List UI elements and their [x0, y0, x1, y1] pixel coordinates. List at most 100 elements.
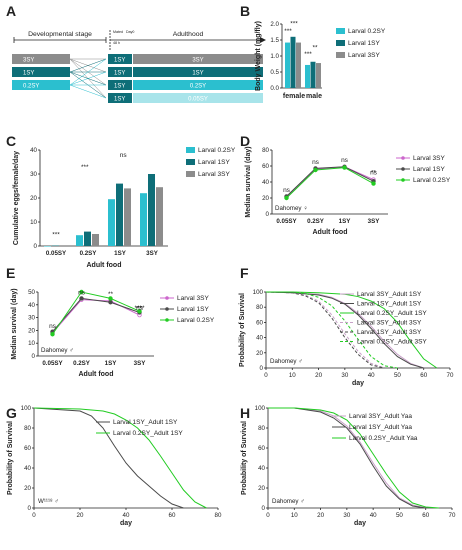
y-tick-label: 0 [28, 505, 32, 512]
sig-label: ** [137, 305, 143, 312]
adult-left-label: 1SY [114, 71, 125, 77]
bar [60, 245, 67, 246]
adult-0-05sy-bar [133, 93, 263, 103]
adult-0-2sy-bar [133, 80, 263, 90]
y-tick-label: 10 [28, 340, 35, 347]
panel-d-letter: D [240, 133, 250, 149]
sig-label: *** [284, 28, 292, 35]
y-axis-label: Probability of Survival [239, 293, 246, 367]
category-label: 0.05SY [276, 218, 297, 225]
legend-marker [401, 178, 405, 182]
chart-f: 0 20 40 60 80 100 Probability of Survival day 0 1… [239, 289, 454, 387]
x-axis-label: day [120, 520, 132, 527]
legend-label: Larval 3SY [198, 171, 230, 178]
sig-label: *** [304, 51, 312, 58]
sig-label: ** [312, 45, 318, 52]
bar [108, 199, 115, 246]
legend-label: Larval 3SY [177, 295, 209, 302]
y-tick-label: 20 [28, 327, 35, 334]
legend-label: Larval 3SY_Adult 1SY [357, 291, 422, 298]
data-point [313, 167, 318, 173]
category-label: 3SY [146, 250, 159, 257]
chart-d: 0 20 40 60 80 Median survival (day) Adult food… [245, 146, 451, 236]
data-point [137, 309, 142, 314]
y-tick-label: 60 [24, 445, 31, 452]
sig-label: ns [120, 152, 128, 159]
bar [290, 36, 296, 88]
y-tick-label: 60 [256, 319, 263, 326]
adult-right-label: 0.05SY [188, 97, 208, 103]
y-axis-label: Median survival (day) [11, 288, 18, 359]
series-line [266, 291, 438, 369]
legend-label: Larval 0.2SY_Adult 1SY [113, 430, 183, 437]
y-tick-label: 30 [30, 171, 37, 178]
series-line [265, 291, 385, 369]
legend-label: Larval 1SY_Adult 3SY [357, 329, 422, 336]
data-point [50, 332, 55, 337]
x-tick-label: 20 [317, 512, 324, 519]
category-label: female [283, 93, 305, 100]
x-tick-label: 0 [32, 512, 36, 519]
y-tick-label: 40 [24, 465, 31, 472]
annotation: Dahomey ♂ [272, 498, 305, 505]
adult-right-label: 0.2SY [190, 84, 206, 90]
legend-marker [165, 307, 169, 311]
x-tick-label: 60 [420, 372, 427, 379]
bar [305, 64, 310, 88]
category-label: 0.05SY [42, 360, 63, 367]
legend-label: Larval 3SY_Adult 3SY [357, 320, 422, 327]
category-label: 0.05SY [46, 250, 67, 257]
panel-f-letter: F [240, 265, 249, 281]
sig-label: ns [49, 323, 57, 330]
y-tick-label: 0 [32, 353, 36, 360]
legend-label: Larval 1SY [198, 159, 230, 166]
sig-label: ** [371, 170, 377, 177]
adult-3sy-bar [133, 54, 263, 64]
y-tick-label: 0 [266, 211, 270, 218]
x-tick-label: 50 [394, 372, 401, 379]
annotation: Dahomey ♂ [270, 358, 303, 365]
developmental-stage-label: Developmental stage [28, 31, 92, 38]
legend-swatch [336, 28, 345, 34]
sig-label: **** [134, 305, 145, 312]
legend-label: Larval 0.2SY_Adult 3SY [357, 339, 427, 346]
legend-swatch [186, 171, 195, 177]
panel-g-letter: G [6, 405, 17, 421]
y-tick-label: 100 [255, 405, 266, 412]
annotation: Dahomey ♀ [275, 205, 308, 212]
x-tick-label: 30 [343, 512, 350, 519]
bar [148, 174, 155, 246]
sig-label: ** [137, 305, 143, 312]
sig-label: ns [283, 187, 291, 194]
panel-a-letter: A [6, 3, 16, 19]
y-tick-label: 80 [258, 425, 265, 432]
sig-label: ns [341, 157, 349, 164]
legend-label: Larval 1SY [413, 166, 445, 173]
series-line [286, 166, 374, 197]
y-tick-label: 40 [262, 179, 269, 186]
legend-label: Larval 0.2SY [198, 147, 236, 154]
legend-label: Larval 0.2SY [177, 317, 215, 324]
series-line [268, 407, 439, 509]
panel-e-letter: E [6, 265, 15, 281]
adult-left-label: 1SY [114, 84, 125, 90]
series-line [268, 407, 426, 509]
panel-h-letter: H [240, 405, 250, 421]
y-axis-label: Median survival (day) [245, 146, 252, 217]
y-tick-label: 0 [262, 505, 266, 512]
legend-marker [165, 296, 169, 300]
category-label: 1SY [105, 360, 118, 367]
y-tick-label: 0 [34, 243, 38, 250]
sig-label: ns [136, 305, 144, 312]
series-line [52, 297, 140, 333]
x-tick-label: 60 [169, 512, 176, 519]
category-label: 0.2SY [307, 218, 325, 225]
adult-right-label: 1SY [192, 71, 203, 77]
adulthood-label: Adulthood [173, 31, 204, 38]
series-line [286, 167, 374, 199]
y-axis-label: Body Weight (mg/fly) [255, 21, 262, 91]
bar [52, 245, 59, 247]
bar [124, 188, 131, 246]
mated-label: Mated [113, 30, 123, 34]
